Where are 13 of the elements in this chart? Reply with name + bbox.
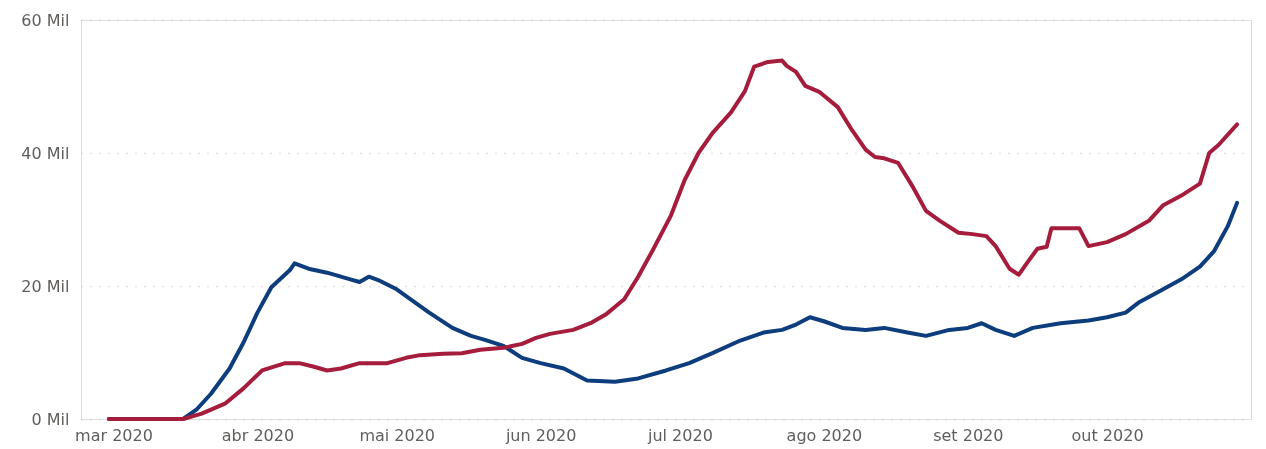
- x-tick-label: jun 2020: [504, 425, 577, 445]
- x-tick-label: ago 2020: [786, 425, 863, 445]
- x-tick-label: mai 2020: [359, 425, 436, 445]
- x-tick-label: mar 2020: [75, 425, 153, 445]
- y-tick-label: 0 Mil: [31, 409, 70, 429]
- y-tick-label: 20 Mil: [21, 276, 70, 296]
- line-series: [106, 58, 1240, 421]
- y-tick-label: 60 Mil: [21, 10, 70, 30]
- y-tick-label: 40 Mil: [21, 143, 70, 163]
- x-tick-label: abr 2020: [221, 425, 295, 445]
- x-tick-label: jul 2020: [647, 425, 713, 445]
- x-tick-label: set 2020: [933, 425, 1004, 445]
- x-tick-label: out 2020: [1071, 425, 1144, 445]
